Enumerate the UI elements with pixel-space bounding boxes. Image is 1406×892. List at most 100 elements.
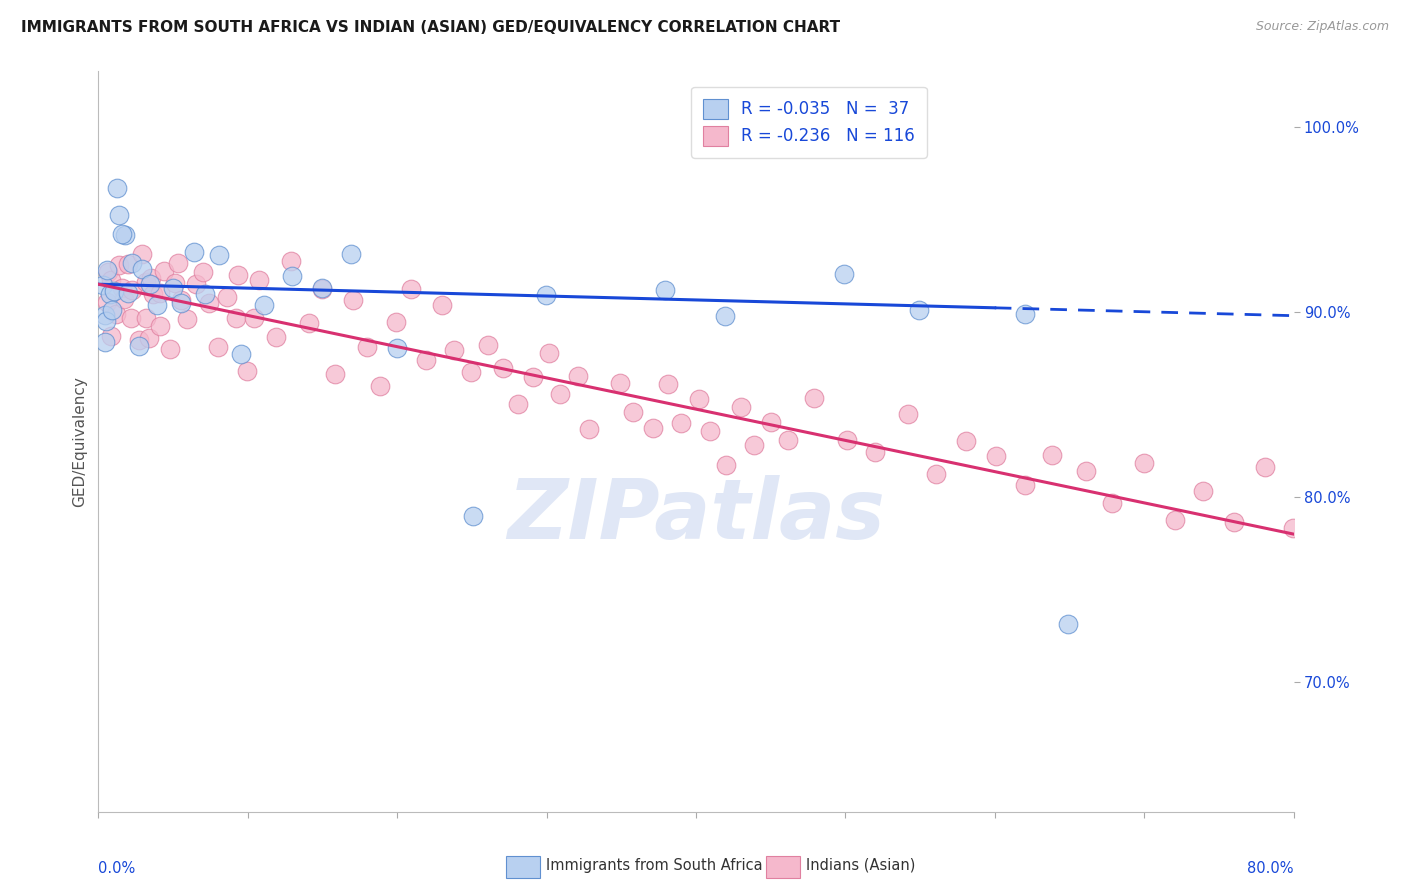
Point	[153, 264, 176, 278]
Point	[730, 400, 752, 414]
Point	[159, 342, 181, 356]
Point	[1101, 496, 1123, 510]
Text: ZIPatlas: ZIPatlas	[508, 475, 884, 556]
Point	[176, 312, 198, 326]
Point	[1282, 521, 1305, 535]
Point	[761, 415, 783, 429]
Point	[280, 269, 302, 284]
Point	[191, 265, 214, 279]
Point	[135, 276, 157, 290]
Point	[98, 287, 121, 301]
Point	[198, 296, 221, 310]
Point	[311, 281, 333, 295]
Legend: R = -0.035   N =  37, R = -0.236   N = 116: R = -0.035 N = 37, R = -0.236 N = 116	[692, 87, 927, 158]
Point	[385, 315, 408, 329]
Point	[169, 293, 191, 307]
Point	[108, 208, 131, 222]
Point	[492, 361, 515, 376]
Point	[100, 273, 122, 287]
Point	[228, 268, 250, 282]
Point	[131, 247, 153, 261]
Point	[111, 281, 134, 295]
Point	[225, 311, 247, 326]
Point	[167, 256, 190, 270]
Point	[247, 272, 270, 286]
Point	[657, 377, 679, 392]
Point	[984, 449, 1007, 463]
Point	[477, 337, 499, 351]
Point	[114, 227, 136, 242]
Point	[742, 438, 765, 452]
Point	[103, 284, 125, 298]
Point	[925, 467, 948, 482]
Point	[141, 271, 163, 285]
Point	[280, 253, 302, 268]
Point	[266, 330, 288, 344]
Point	[194, 287, 217, 301]
Point	[1191, 484, 1213, 499]
Point	[669, 416, 692, 430]
Point	[215, 290, 238, 304]
Point	[100, 329, 122, 343]
Point	[208, 248, 231, 262]
Point	[863, 445, 886, 459]
Point	[139, 277, 162, 292]
Point	[1056, 616, 1078, 631]
Point	[908, 302, 931, 317]
Point	[128, 339, 150, 353]
Point	[131, 262, 153, 277]
Point	[399, 282, 422, 296]
Point	[803, 391, 825, 405]
Point	[621, 405, 644, 419]
Point	[385, 341, 408, 355]
Point	[142, 287, 165, 301]
Point	[253, 297, 276, 311]
Point	[430, 298, 453, 312]
Point	[897, 407, 920, 421]
Point	[1133, 456, 1156, 470]
Point	[138, 331, 160, 345]
Point	[183, 245, 205, 260]
Text: Source: ZipAtlas.com: Source: ZipAtlas.com	[1256, 20, 1389, 33]
Point	[368, 379, 391, 393]
Point	[148, 286, 170, 301]
Point	[460, 365, 482, 379]
Point	[96, 263, 118, 277]
Point	[311, 282, 333, 296]
Point	[94, 334, 117, 349]
Point	[548, 387, 571, 401]
Point	[111, 227, 134, 242]
Point	[714, 310, 737, 324]
Point	[93, 277, 115, 292]
Text: 80.0%: 80.0%	[1247, 862, 1294, 876]
Point	[1076, 464, 1098, 478]
Point	[165, 277, 187, 291]
Point	[778, 433, 800, 447]
Point	[461, 509, 484, 524]
Point	[117, 257, 139, 271]
Point	[609, 376, 631, 391]
Point	[104, 307, 127, 321]
Point	[94, 314, 117, 328]
Point	[112, 293, 135, 307]
Point	[688, 392, 710, 407]
Point	[170, 295, 193, 310]
Point	[323, 367, 346, 381]
Point	[835, 433, 858, 447]
Point	[641, 421, 664, 435]
Point	[186, 277, 208, 291]
Point	[699, 424, 721, 438]
Point	[149, 319, 172, 334]
Point	[107, 258, 129, 272]
Point	[105, 181, 128, 195]
Point	[298, 316, 321, 330]
Point	[128, 333, 150, 347]
Point	[1254, 460, 1277, 475]
Point	[229, 347, 252, 361]
Text: 0.0%: 0.0%	[98, 862, 135, 876]
Point	[1223, 515, 1246, 529]
Point	[342, 293, 364, 307]
Text: Indians (Asian): Indians (Asian)	[806, 858, 915, 872]
Point	[340, 247, 363, 261]
Point	[534, 288, 557, 302]
